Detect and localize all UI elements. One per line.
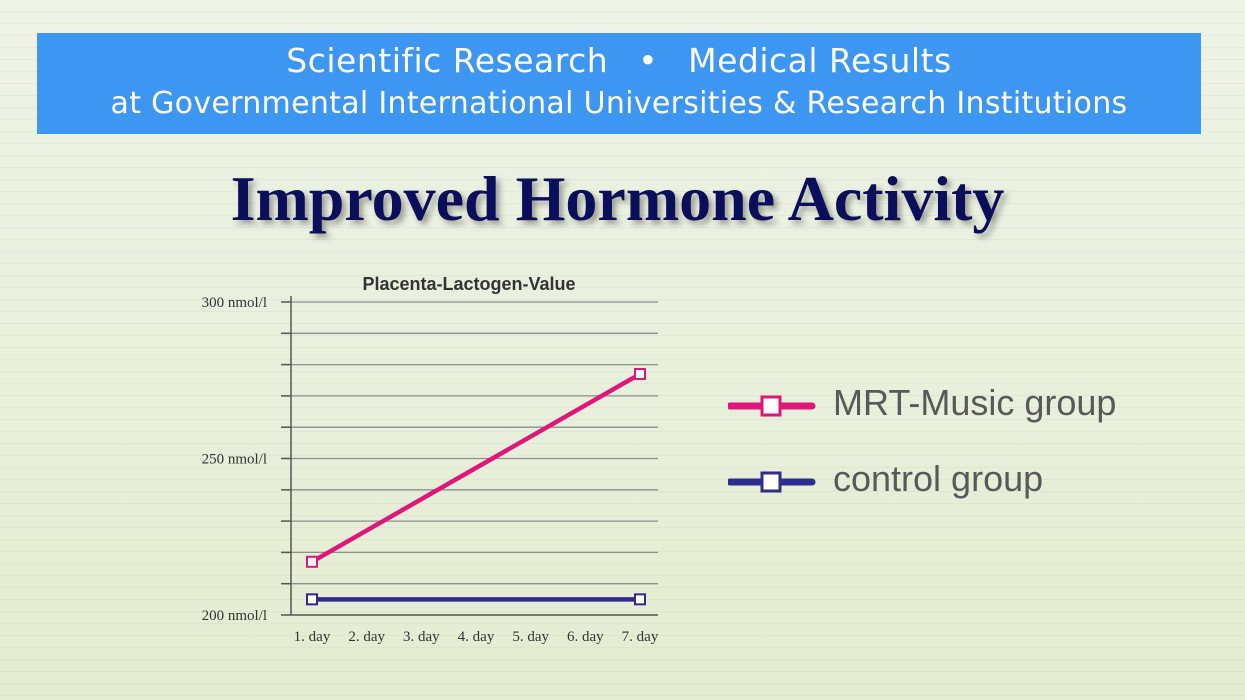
legend-label-mrt: MRT-Music group	[833, 382, 1117, 423]
x-tick-label: 6. day	[567, 629, 604, 645]
y-tick-label: 250 nmol/l	[202, 452, 267, 468]
data-point-marker	[634, 593, 646, 606]
banner-medical-results: Medical Results	[688, 41, 952, 80]
series-line-0	[310, 372, 642, 564]
y-tick-label: 300 nmol/l	[202, 295, 267, 311]
banner-bullet: •	[638, 41, 659, 80]
x-tick-label: 4. day	[458, 629, 495, 645]
data-point-marker	[306, 593, 318, 606]
banner-line-1: Scientific Research • Medical Results	[37, 41, 1201, 80]
data-point-marker	[634, 367, 646, 380]
x-tick-label: 7. day	[622, 629, 659, 645]
x-tick-label: 2. day	[348, 629, 385, 645]
x-tick-label: 5. day	[512, 629, 549, 645]
y-tick-label: 200 nmol/l	[202, 608, 267, 624]
header-banner: Scientific Research • Medical Results at G…	[37, 33, 1201, 134]
banner-scientific-research: Scientific Research	[286, 41, 609, 80]
legend-marker-control-icon	[728, 471, 816, 493]
x-tick-label: 3. day	[403, 629, 440, 645]
banner-line-2: at Governmental International Universiti…	[110, 86, 1128, 121]
legend-label-control: control group	[833, 458, 1044, 499]
x-tick-label: 1. day	[294, 629, 331, 645]
chart-title: Placenta-Lactogen-Value	[362, 274, 575, 294]
page-title: Improved Hormone Activity	[230, 163, 1005, 234]
legend-marker-mrt-icon	[728, 395, 816, 417]
data-point-marker	[306, 555, 318, 568]
